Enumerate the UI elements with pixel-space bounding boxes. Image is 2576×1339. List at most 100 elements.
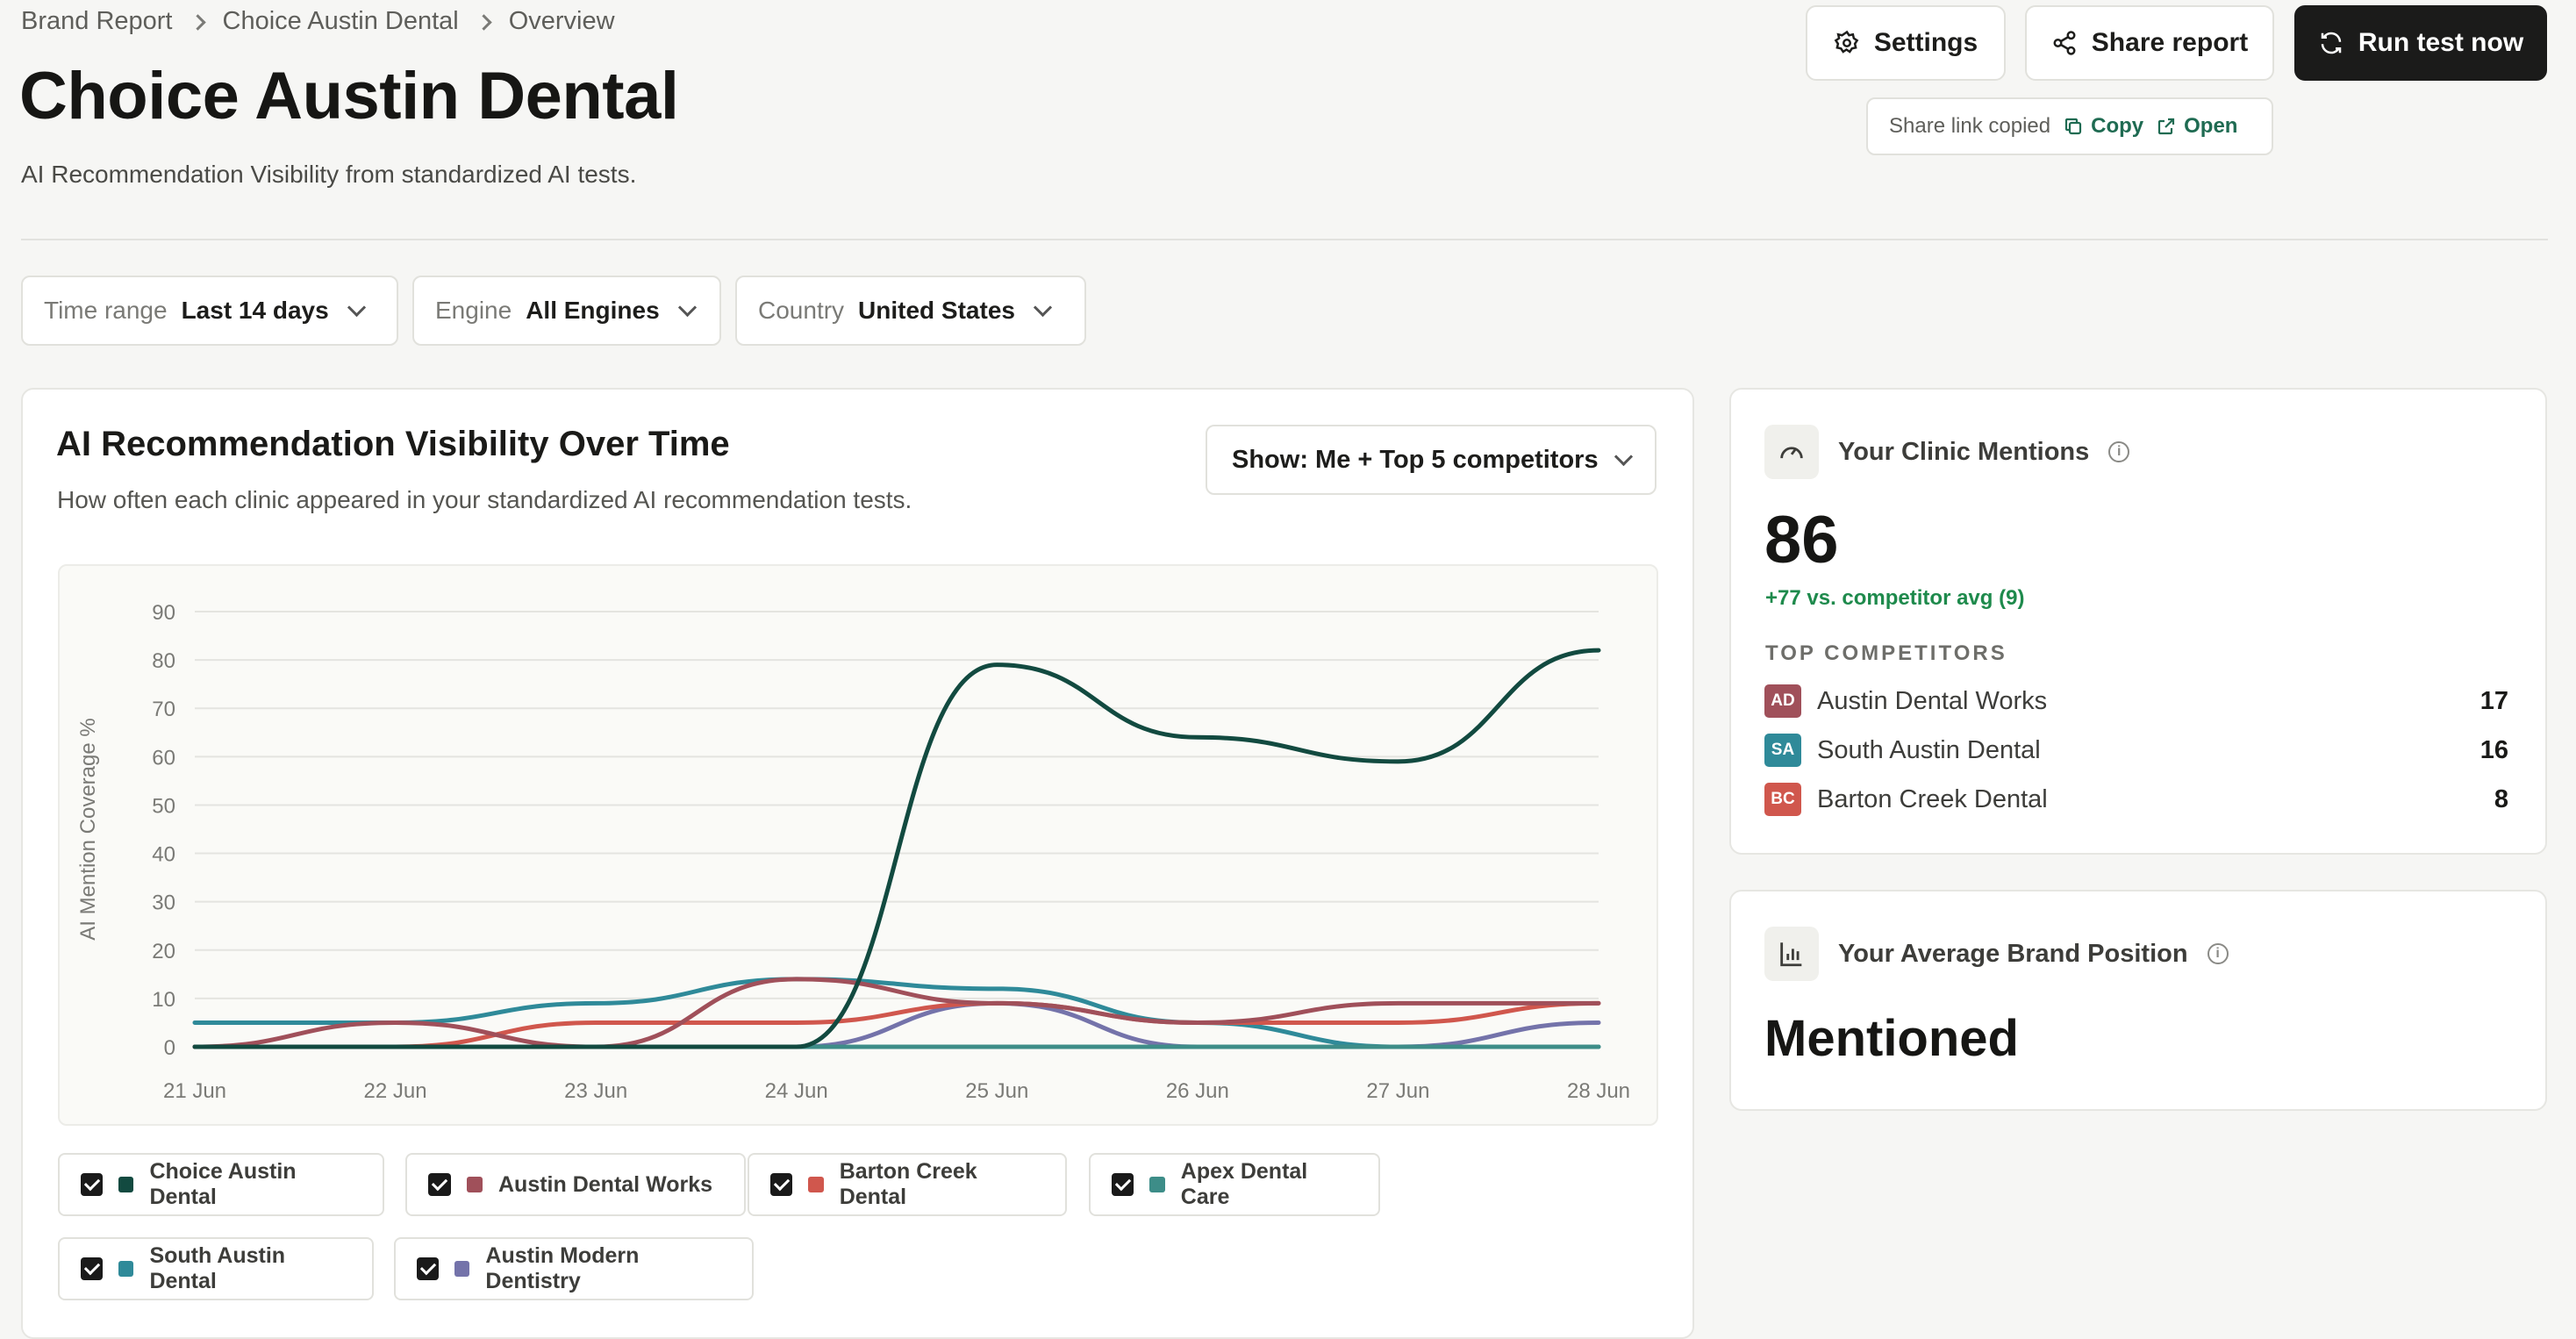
country-filter[interactable]: Country United States [735,276,1086,346]
copy-label: Copy [2091,114,2144,138]
competitor-name: Barton Creek Dental [1817,784,2048,813]
chevron-down-icon [1614,447,1634,466]
x-tick-label: 25 Jun [965,1079,1028,1103]
mentions-header: Your Clinic Mentions i [1764,425,2130,479]
legend-swatch [118,1261,134,1277]
legend-toggle-south-austin-dental[interactable]: South Austin Dental [58,1237,374,1300]
legend-swatch [467,1177,483,1192]
x-tick-label: 26 Jun [1166,1079,1229,1103]
breadcrumb: Brand Report Choice Austin Dental Overvi… [21,7,615,36]
checkbox-checked-icon [428,1173,451,1196]
open-link-button[interactable]: Open [2156,114,2237,139]
filter-label: Country [758,297,845,324]
copy-icon [2065,118,2082,135]
competitor-count: 16 [2479,735,2508,764]
run-test-label: Run test now [2358,28,2524,57]
legend-swatch [454,1261,470,1277]
x-tick-label: 21 Jun [163,1079,226,1103]
y-tick-label: 90 [152,601,175,625]
y-tick-label: 70 [152,698,175,721]
y-tick-label: 50 [152,794,175,818]
plot-area: 0 10 20 30 40 50 60 70 80 90 21 Jun 22 Jun 23 Jun 24 … [58,564,1658,1126]
external-link-icon [2158,118,2175,135]
engine-filter[interactable]: Engine All Engines [412,276,721,346]
breadcrumb-clinic[interactable]: Choice Austin Dental [222,7,459,35]
filter-value: All Engines [526,297,660,324]
y-tick-label: 60 [152,746,175,770]
y-tick-label: 40 [152,843,175,867]
share-status-text: Share link copied [1889,114,2051,138]
page-subtitle: AI Recommendation Visibility from standa… [21,161,637,188]
filter-label: Engine [435,297,512,324]
legend-toggle-austin-dental-works[interactable]: Austin Dental Works [405,1153,746,1216]
share-link-status: Share link copied Copy Open [1866,97,2273,155]
competitor-badge: BC [1764,783,1801,816]
competitors-heading: TOP COMPETITORS [1765,641,2007,665]
bar-chart-icon [1764,927,1819,981]
line-chart: 0 10 20 30 40 50 60 70 80 90 21 Jun 22 Jun 23 Jun 24 … [76,601,1630,1103]
breadcrumb-overview: Overview [508,7,615,35]
x-tick-label: 27 Jun [1366,1079,1429,1103]
x-tick-label: 22 Jun [364,1079,427,1103]
copy-link-button[interactable]: Copy [2063,114,2143,139]
run-test-button[interactable]: Run test now [2294,5,2547,81]
x-tick-label: 23 Jun [564,1079,627,1103]
settings-button[interactable]: Settings [1806,5,2006,81]
time-range-filter[interactable]: Time range Last 14 days [21,276,398,346]
page-title: Choice Austin Dental [19,59,679,133]
competitor-badge: AD [1764,684,1801,718]
competitor-name: South Austin Dental [1817,735,2041,764]
legend-label: Choice Austin Dental [149,1159,297,1209]
series-line-austin-modern-dentistry [192,1000,1601,1049]
y-tick-label: 30 [152,891,175,915]
y-tick-label: 10 [152,988,175,1012]
breadcrumb-brand-report[interactable]: Brand Report [21,7,173,35]
legend-swatch [808,1177,824,1192]
filter-label: Time range [44,297,168,324]
y-tick-label: 20 [152,940,175,963]
position-header: Your Average Brand Position i [1764,927,2229,981]
legend-toggle-apex-dental-care[interactable]: Apex Dental Care [1089,1153,1380,1216]
legend-label: Austin Modern Dentistry [485,1243,640,1293]
gear-icon [1834,30,1859,54]
share-report-button[interactable]: Share report [2025,5,2274,81]
clinic-mentions-card [1729,388,2547,855]
y-tick-label: 0 [164,1036,175,1060]
mentions-value: 86 [1764,503,1839,577]
series-line-austin-dental-works [192,977,1601,1049]
position-value: Mentioned [1764,1010,2019,1067]
chevron-down-icon [347,297,366,317]
chevron-right-icon [476,14,492,31]
chart-title: AI Recommendation Visibility Over Time [56,425,730,463]
share-icon [2053,31,2076,55]
checkbox-checked-icon [81,1173,104,1196]
filter-value: United States [858,297,1015,324]
competitor-row: AD Austin Dental Works 17 [1764,684,2508,718]
y-axis-label: AI Mention Coverage % [76,718,100,940]
settings-label: Settings [1873,28,1979,57]
header-divider [21,239,2548,240]
legend-toggle-barton-creek-dental[interactable]: Barton Creek Dental [748,1153,1067,1216]
legend-label: Apex Dental Care [1180,1159,1308,1209]
checkbox-checked-icon [1112,1173,1134,1196]
checkbox-checked-icon [81,1257,104,1280]
info-icon[interactable]: i [2108,441,2130,462]
chevron-down-icon [677,297,697,317]
show-competitors-select[interactable]: Show: Me + Top 5 competitors [1206,425,1657,495]
competitor-count: 17 [2479,686,2508,715]
checkbox-checked-icon [770,1173,793,1196]
competitor-badge: SA [1764,734,1801,767]
info-icon[interactable]: i [2207,943,2229,964]
chevron-down-icon [1033,297,1053,317]
competitor-row: SA South Austin Dental 16 [1764,734,2508,767]
brand-position-card [1729,890,2547,1111]
show-select-value: Show: Me + Top 5 competitors [1232,445,1599,474]
legend-label: Austin Dental Works [498,1171,713,1197]
legend-toggle-choice-austin-dental[interactable]: Choice Austin Dental [58,1153,384,1216]
mentions-delta: +77 vs. competitor avg (9) [1765,586,2025,610]
checkbox-checked-icon [417,1257,440,1280]
series-line-choice-austin-dental [192,648,1601,1049]
position-title: Your Average Brand Position [1838,939,2188,968]
legend-toggle-austin-modern-dentistry[interactable]: Austin Modern Dentistry [394,1237,754,1300]
x-tick-label: 28 Jun [1567,1079,1630,1103]
